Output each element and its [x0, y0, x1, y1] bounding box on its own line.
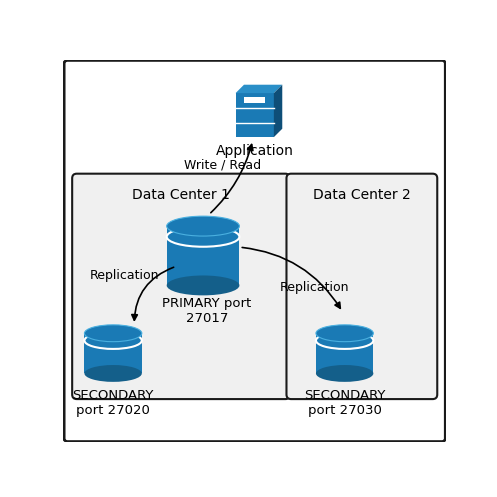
Text: Data Center 1: Data Center 1	[132, 188, 230, 202]
Text: Data Center 2: Data Center 2	[313, 188, 411, 202]
FancyBboxPatch shape	[72, 173, 290, 399]
Polygon shape	[84, 333, 142, 373]
Ellipse shape	[166, 275, 240, 295]
Ellipse shape	[316, 365, 373, 382]
Ellipse shape	[316, 325, 373, 341]
Text: Application: Application	[216, 144, 294, 158]
Ellipse shape	[84, 365, 142, 382]
Ellipse shape	[166, 216, 240, 236]
FancyBboxPatch shape	[244, 97, 265, 103]
FancyBboxPatch shape	[286, 173, 437, 399]
Polygon shape	[166, 226, 240, 285]
Polygon shape	[236, 84, 282, 93]
Text: Write / Read: Write / Read	[183, 159, 261, 171]
FancyBboxPatch shape	[64, 61, 445, 441]
Text: PRIMARY port
27017: PRIMARY port 27017	[162, 297, 251, 325]
Ellipse shape	[84, 325, 142, 341]
Polygon shape	[274, 84, 282, 137]
Polygon shape	[236, 93, 274, 137]
Text: SECONDARY
port 27020: SECONDARY port 27020	[73, 389, 154, 417]
Text: Replication: Replication	[90, 269, 160, 282]
Text: Replication: Replication	[279, 281, 349, 294]
Text: SECONDARY
port 27030: SECONDARY port 27030	[304, 389, 385, 417]
Polygon shape	[316, 333, 373, 373]
